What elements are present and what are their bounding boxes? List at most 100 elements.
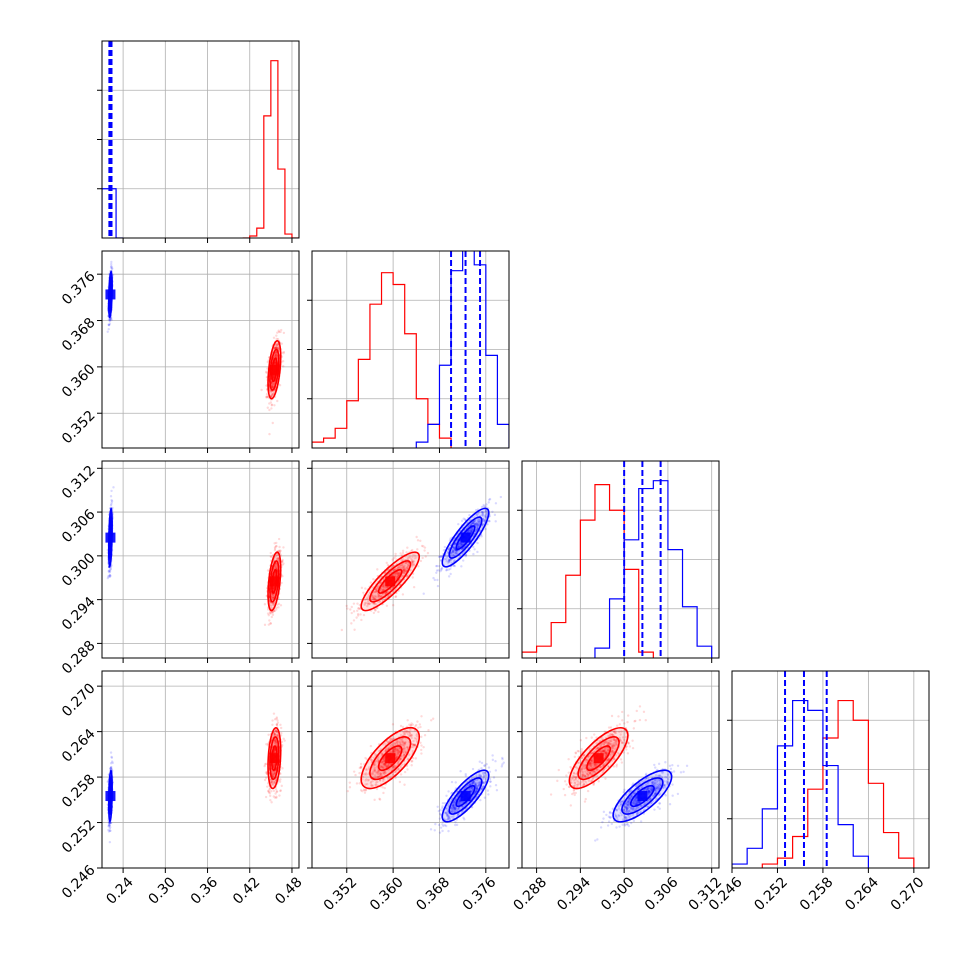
sample-point xyxy=(422,545,425,548)
sample-point xyxy=(276,345,280,349)
sample-point xyxy=(269,622,272,625)
sample-point xyxy=(476,520,480,523)
sample-point xyxy=(275,733,278,737)
sample-point xyxy=(263,763,267,766)
sample-point xyxy=(480,510,484,514)
sample-point xyxy=(360,618,363,622)
sample-point xyxy=(367,603,370,606)
sample-point xyxy=(274,730,278,733)
sample-point xyxy=(467,529,471,532)
sample-point xyxy=(276,553,279,556)
sample-point xyxy=(352,619,356,622)
sample-point xyxy=(471,521,475,525)
sample-point xyxy=(273,548,277,552)
sample-point xyxy=(452,564,455,568)
blue-histogram xyxy=(415,251,509,448)
sample-point xyxy=(263,764,266,768)
sample-point xyxy=(375,603,378,606)
sample-point xyxy=(273,739,277,743)
sample-point xyxy=(275,334,278,337)
sample-point xyxy=(471,521,475,525)
sample-point xyxy=(268,619,271,622)
sample-point xyxy=(276,734,279,737)
sample-point xyxy=(454,542,457,546)
sample-point xyxy=(476,513,479,516)
sample-point xyxy=(444,555,447,558)
blue-histogram xyxy=(102,188,124,238)
sample-point xyxy=(400,567,403,570)
density-peak xyxy=(105,532,116,543)
sample-point xyxy=(279,723,282,727)
sample-point xyxy=(410,560,413,563)
sample-point xyxy=(413,554,417,558)
sample-point xyxy=(356,614,360,617)
sample-point xyxy=(269,604,273,607)
sample-point xyxy=(415,556,418,559)
sample-point xyxy=(400,559,403,562)
sample-point xyxy=(412,562,415,566)
sample-point xyxy=(395,571,398,575)
sample-point xyxy=(275,351,278,354)
sample-point xyxy=(276,557,279,560)
sample-point xyxy=(402,568,405,572)
sample-point xyxy=(272,585,275,589)
sample-point xyxy=(275,730,279,734)
sample-point xyxy=(273,718,277,721)
sample-point xyxy=(275,730,279,733)
sample-point xyxy=(362,613,366,617)
sample-point xyxy=(274,738,277,742)
sample-point xyxy=(273,773,276,776)
sample-point xyxy=(479,529,482,532)
sample-point xyxy=(420,544,424,548)
sample-point xyxy=(273,609,277,613)
sample-point xyxy=(376,568,379,571)
sample-point xyxy=(271,774,275,777)
sample-point xyxy=(273,381,276,385)
sample-point xyxy=(410,549,413,553)
sample-point xyxy=(107,575,111,578)
sample-point xyxy=(376,596,380,599)
sample-point xyxy=(270,615,274,619)
sample-point xyxy=(405,551,408,554)
sample-point xyxy=(274,564,277,568)
sample-point xyxy=(272,783,275,786)
sample-point xyxy=(110,501,113,504)
sample-point xyxy=(371,594,374,597)
sample-point xyxy=(274,346,277,349)
sample-point xyxy=(272,780,276,783)
panel-content xyxy=(105,486,285,627)
sample-point xyxy=(282,737,285,740)
sample-point xyxy=(267,623,271,626)
sample-point xyxy=(482,505,485,508)
sample-point xyxy=(275,354,279,357)
sample-point xyxy=(273,748,276,751)
sample-point xyxy=(273,542,276,545)
sample-point xyxy=(476,526,479,530)
sample-point xyxy=(381,584,385,588)
sample-point xyxy=(277,606,280,609)
sample-point xyxy=(363,603,366,607)
sample-point xyxy=(108,320,112,323)
sample-point xyxy=(271,596,275,599)
sample-point xyxy=(272,734,275,737)
sample-point xyxy=(281,767,284,770)
sample-point xyxy=(447,575,451,578)
sample-point xyxy=(357,607,360,610)
density-peak xyxy=(269,753,280,764)
sample-point xyxy=(272,375,275,378)
sample-point xyxy=(279,789,282,793)
sample-point xyxy=(272,586,276,589)
density-peak xyxy=(105,289,116,300)
sample-point xyxy=(494,502,498,505)
sample-point xyxy=(272,772,276,776)
sample-point xyxy=(364,598,367,602)
sample-point xyxy=(272,772,276,775)
sample-point xyxy=(274,788,278,791)
sample-point xyxy=(417,565,420,568)
sample-point xyxy=(274,353,277,357)
sample-point xyxy=(473,520,476,523)
sample-point xyxy=(447,568,450,571)
sample-point xyxy=(435,571,438,574)
sample-point xyxy=(272,374,275,377)
sample-point xyxy=(451,550,454,553)
